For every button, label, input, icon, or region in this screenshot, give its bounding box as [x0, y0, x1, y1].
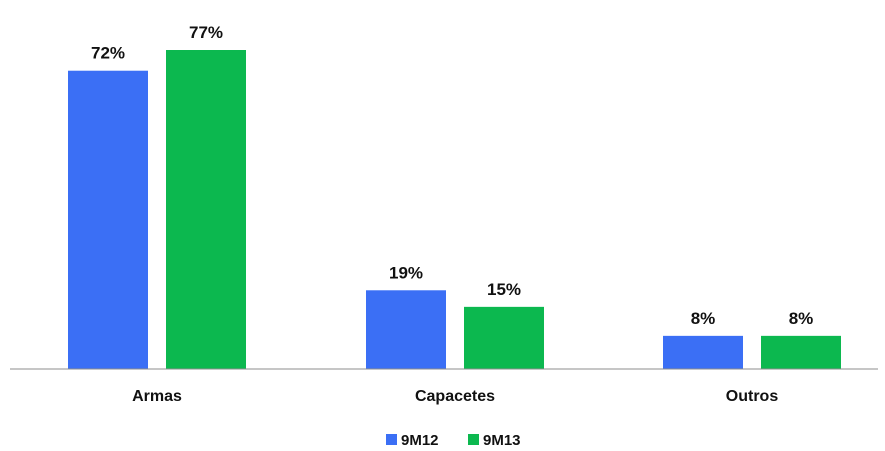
bar-9m13-capacetes — [464, 306, 544, 369]
category-labels-group: Armas Capacetes Outros — [132, 388, 778, 405]
bar-9m12-armas — [68, 70, 148, 369]
category-label-outros: Outros — [726, 388, 779, 405]
bar-9m12-capacetes — [366, 290, 446, 369]
data-label-9m12-armas: 72% — [91, 44, 125, 63]
legend-swatch-9m13 — [468, 434, 479, 445]
bars-group — [68, 50, 841, 369]
data-label-9m12-capacetes: 19% — [389, 263, 423, 282]
category-label-armas: Armas — [132, 388, 182, 405]
data-labels-group: 72% 77% 19% 15% 8% 8% — [91, 23, 813, 328]
legend-label-9m12: 9M12 — [401, 432, 439, 449]
data-label-9m13-armas: 77% — [189, 23, 223, 42]
bar-9m13-outros — [761, 335, 841, 369]
bar-9m12-outros — [663, 335, 743, 369]
data-label-9m13-outros: 8% — [789, 309, 814, 328]
legend-swatch-9m12 — [386, 434, 397, 445]
legend: 9M12 9M13 — [386, 432, 521, 449]
category-label-capacetes: Capacetes — [415, 388, 495, 405]
data-label-9m13-capacetes: 15% — [487, 280, 521, 299]
legend-label-9m13: 9M13 — [483, 432, 521, 449]
bar-9m13-armas — [166, 50, 246, 369]
data-label-9m12-outros: 8% — [691, 309, 716, 328]
